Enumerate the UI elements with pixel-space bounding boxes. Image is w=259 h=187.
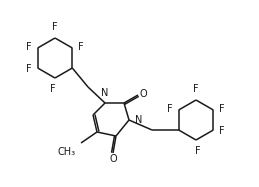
Text: F: F	[193, 84, 199, 94]
Text: CH₃: CH₃	[58, 147, 76, 157]
Text: F: F	[26, 42, 32, 52]
Text: N: N	[101, 88, 109, 98]
Text: N: N	[135, 115, 142, 125]
Text: F: F	[219, 104, 225, 114]
Text: F: F	[52, 22, 58, 32]
Text: F: F	[50, 84, 56, 94]
Text: F: F	[219, 126, 225, 136]
Text: O: O	[109, 154, 117, 164]
Text: F: F	[26, 64, 32, 74]
Text: O: O	[139, 89, 147, 99]
Text: F: F	[167, 104, 173, 114]
Text: F: F	[195, 146, 201, 156]
Text: F: F	[78, 42, 84, 52]
